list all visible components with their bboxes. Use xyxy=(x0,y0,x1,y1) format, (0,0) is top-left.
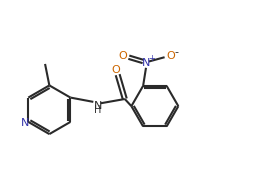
Text: N: N xyxy=(142,58,150,68)
Text: -: - xyxy=(175,47,179,57)
Text: O: O xyxy=(112,65,121,75)
Text: H: H xyxy=(94,105,101,115)
Text: +: + xyxy=(148,54,155,63)
Text: O: O xyxy=(118,51,127,61)
Text: N: N xyxy=(93,101,102,111)
Text: N: N xyxy=(21,118,29,128)
Text: O: O xyxy=(166,51,175,61)
